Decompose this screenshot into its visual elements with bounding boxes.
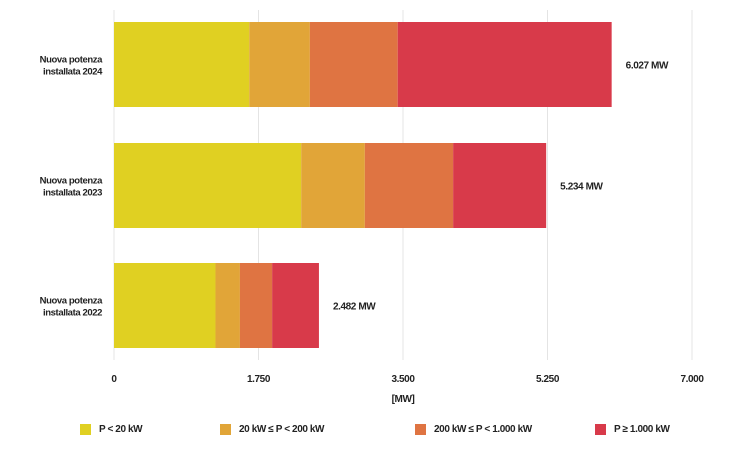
bar-segment	[249, 22, 310, 107]
x-tick-label: 1.750	[247, 374, 271, 385]
legend-label: P < 20 kW	[99, 424, 143, 435]
x-tick-label: 7.000	[680, 374, 704, 385]
category-label: installata 2023	[43, 188, 102, 199]
bar-segment	[114, 22, 250, 107]
bar-segment	[114, 143, 302, 228]
total-label: 6.027 MW	[626, 61, 669, 72]
bar-segment	[239, 263, 273, 348]
x-tick-label: 0	[111, 374, 117, 385]
bar-segment	[309, 22, 398, 107]
legend-swatch	[80, 424, 91, 435]
legend-label: 200 kW ≤ P < 1.000 kW	[434, 424, 532, 435]
bar-segment	[453, 143, 547, 228]
x-axis-label: [MW]	[392, 394, 415, 405]
category-label: installata 2022	[43, 308, 102, 319]
bar-segment	[397, 22, 612, 107]
x-tick-label: 5.250	[536, 374, 560, 385]
legend-swatch	[220, 424, 231, 435]
category-label: Nuova potenza	[40, 55, 103, 66]
category-label: Nuova potenza	[40, 176, 103, 187]
legend-item: P ≥ 1.000 kW	[595, 424, 670, 435]
category-label: installata 2024	[43, 67, 103, 78]
bar-segment	[272, 263, 319, 348]
chart-plot: 0 1.750 3.500 5.250 7.000[MW]Nuova potenzain…	[40, 10, 705, 405]
bar-segment	[114, 263, 216, 348]
total-label: 2.482 MW	[333, 302, 376, 313]
x-tick-label: 3.500	[391, 374, 415, 385]
total-label: 5.234 MW	[560, 182, 603, 193]
legend-swatch	[415, 424, 426, 435]
bar-segment	[364, 143, 454, 228]
legend-label: P ≥ 1.000 kW	[614, 424, 670, 435]
bar-segment	[301, 143, 365, 228]
legend-label: 20 kW ≤ P < 200 kW	[239, 424, 325, 435]
legend-item: 20 kW ≤ P < 200 kW	[220, 424, 325, 435]
bar-segment	[215, 263, 240, 348]
legend: P < 20 kW 20 kW ≤ P < 200 kW 200 kW ≤ P < …	[0, 424, 747, 442]
legend-swatch	[595, 424, 606, 435]
legend-item: 200 kW ≤ P < 1.000 kW	[415, 424, 532, 435]
category-label: Nuova potenza	[40, 296, 103, 307]
legend-item: P < 20 kW	[80, 424, 143, 435]
